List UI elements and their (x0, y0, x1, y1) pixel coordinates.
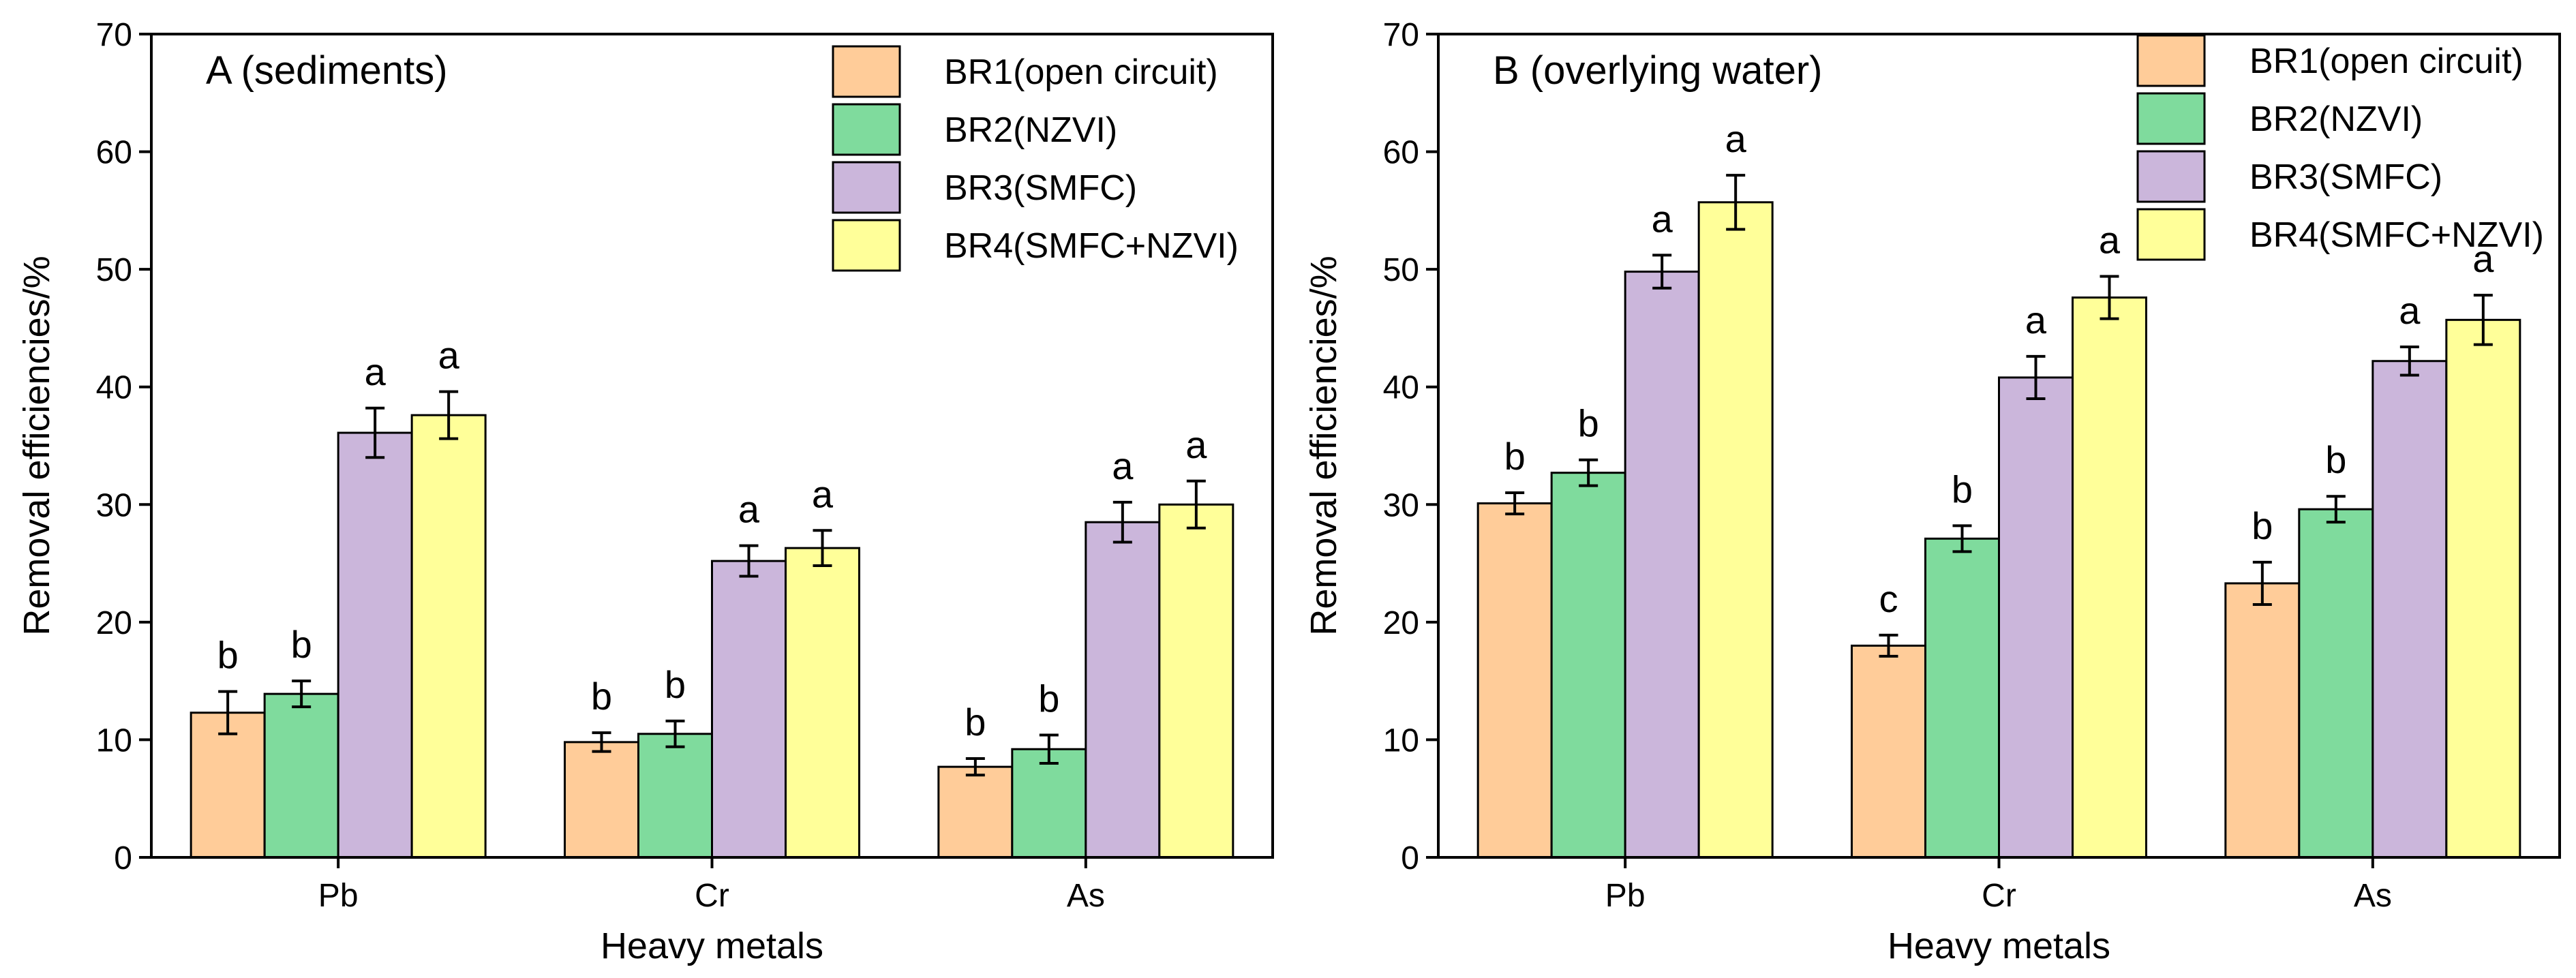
legend-swatch-br3 (2136, 150, 2206, 203)
bar-br4-as (1158, 503, 1234, 859)
bar-br2-cr (1924, 537, 2000, 859)
plot-frame (1437, 33, 2561, 859)
bar-br4-cr (2072, 296, 2147, 859)
significance-letter: a (1725, 117, 1747, 160)
bar-br3-cr (711, 560, 787, 859)
legend-label-br2: BR2(NZVI) (944, 110, 1117, 150)
y-tick-label: 20 (96, 605, 132, 641)
significance-letter: a (2099, 218, 2121, 261)
bar-br3-pb (1624, 271, 1700, 859)
legend-label-br4: BR4(SMFC+NZVI) (2249, 215, 2544, 255)
bar-br4-pb (410, 414, 487, 859)
significance-letter: a (1112, 444, 1134, 487)
significance-letter: b (291, 623, 312, 666)
panel-title: A (sediments) (206, 48, 448, 93)
bar-br4-pb (1697, 201, 1774, 859)
legend-label-br2: BR2(NZVI) (2249, 100, 2423, 139)
significance-letter: a (738, 488, 760, 531)
y-tick-label: 70 (96, 17, 132, 53)
significance-letter: a (2025, 299, 2047, 341)
legend-swatch-br2 (832, 103, 901, 156)
x-tick-label: As (1067, 878, 1105, 914)
bar-br1-cr (564, 741, 639, 859)
y-tick-label: 40 (96, 370, 132, 406)
y-tick-label: 40 (1383, 370, 1419, 406)
y-tick-label: 10 (96, 722, 132, 759)
significance-letter: b (1038, 677, 1059, 720)
y-tick-label: 70 (1383, 17, 1419, 53)
significance-letter: a (365, 350, 387, 393)
significance-letter: c (1879, 577, 1898, 620)
y-tick-label: 50 (1383, 252, 1419, 288)
y-tick-label: 20 (1383, 605, 1419, 641)
y-tick-label: 50 (96, 252, 132, 288)
bar-br2-pb (1550, 472, 1626, 859)
y-tick-label: 60 (1383, 135, 1419, 171)
legend-swatch-br4 (2136, 208, 2206, 261)
significance-letter: b (1952, 468, 1973, 510)
significance-letter: b (217, 634, 239, 677)
legend-label-br3: BR3(SMFC) (944, 168, 1137, 208)
panel-a-sediments: 0 10 20 30 40 50 60 70 b b a a Pb b b a a Cr b b a a As Heavy m… (16, 17, 1274, 966)
legend-swatch-br4 (832, 219, 901, 272)
bar-br3-as (2372, 360, 2448, 859)
significance-letter: b (965, 701, 986, 744)
significance-letter: b (2252, 504, 2273, 547)
significance-letter: b (591, 675, 612, 718)
bar-br1-cr (1851, 644, 1926, 859)
x-tick-label: As (2354, 878, 2392, 914)
bar-br2-pb (263, 692, 339, 859)
y-axis-title: Removal efficiencies/% (1303, 256, 1344, 635)
bar-br4-as (2445, 318, 2521, 859)
y-axis-title: Removal efficiencies/% (16, 256, 57, 635)
y-tick-label: 30 (96, 487, 132, 523)
significance-letter: b (665, 663, 686, 706)
significance-letter: b (2325, 438, 2346, 481)
x-tick-label: Cr (695, 878, 729, 914)
significance-letter: a (812, 472, 834, 515)
legend-label-br3: BR3(SMFC) (2249, 157, 2442, 197)
x-tick-label: Pb (1605, 878, 1646, 914)
bar-br2-as (1011, 748, 1087, 859)
significance-letter: a (1185, 423, 1207, 466)
x-axis-title: Heavy metals (1888, 926, 2110, 966)
y-tick-label: 0 (1401, 840, 1419, 876)
legend-swatch-br1 (2136, 34, 2206, 87)
legend-label-br4: BR4(SMFC+NZVI) (944, 226, 1239, 266)
plot-frame (150, 33, 1274, 859)
bar-br4-cr (785, 547, 860, 859)
y-tick-label: 60 (96, 135, 132, 171)
bar-br3-pb (337, 431, 413, 859)
bar-br1-pb (1476, 502, 1553, 859)
significance-letter: a (1652, 197, 1673, 240)
significance-letter: a (438, 334, 460, 377)
bar-br1-pb (190, 712, 266, 859)
significance-letter: a (2472, 237, 2494, 280)
bar-br1-as (2224, 582, 2301, 859)
panel-title: B (overlying water) (1493, 48, 1822, 93)
panel-b-overlying-water: 0 10 20 30 40 50 60 70 b b a a Pb c b a a Cr b b a a As Heavy m… (1303, 17, 2561, 966)
y-tick-label: 0 (114, 840, 132, 876)
bar-br1-as (937, 765, 1014, 859)
x-tick-label: Cr (1982, 878, 2016, 914)
legend-swatch-br1 (832, 45, 901, 98)
x-tick-label: Pb (318, 878, 359, 914)
legend-label-br1: BR1(open circuit) (2249, 42, 2524, 81)
bar-br2-cr (637, 733, 713, 859)
y-tick-label: 10 (1383, 722, 1419, 759)
legend-label-br1: BR1(open circuit) (944, 52, 1218, 92)
legend-swatch-br2 (2136, 92, 2206, 145)
x-axis-title: Heavy metals (601, 926, 823, 966)
significance-letter: b (1504, 435, 1526, 478)
y-tick-label: 30 (1383, 487, 1419, 523)
significance-letter: a (2399, 289, 2421, 332)
bar-br2-as (2298, 508, 2374, 859)
significance-letter: b (1578, 402, 1599, 445)
bar-br3-cr (1998, 376, 2074, 859)
legend-swatch-br3 (832, 161, 901, 214)
bar-br3-as (1085, 521, 1161, 859)
